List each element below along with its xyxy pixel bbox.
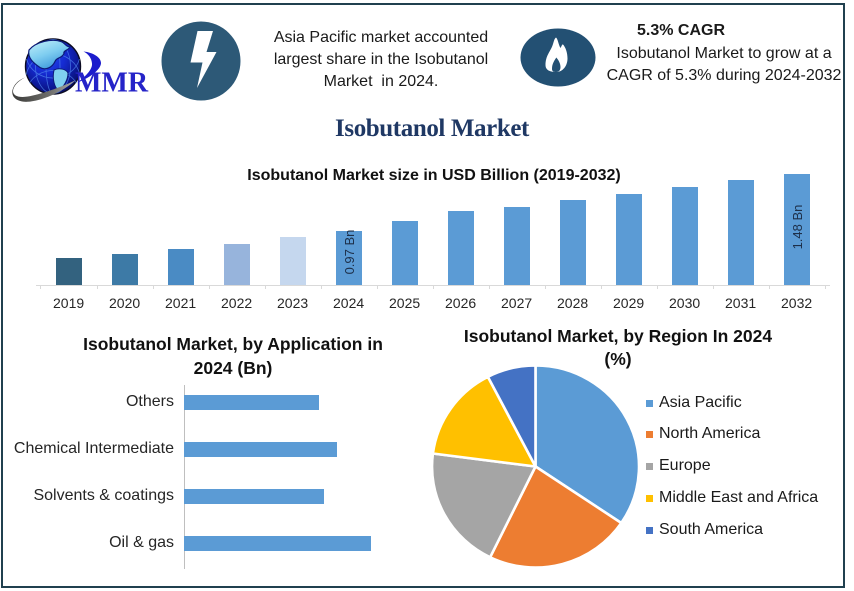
svg-text:MMR: MMR: [75, 68, 149, 99]
